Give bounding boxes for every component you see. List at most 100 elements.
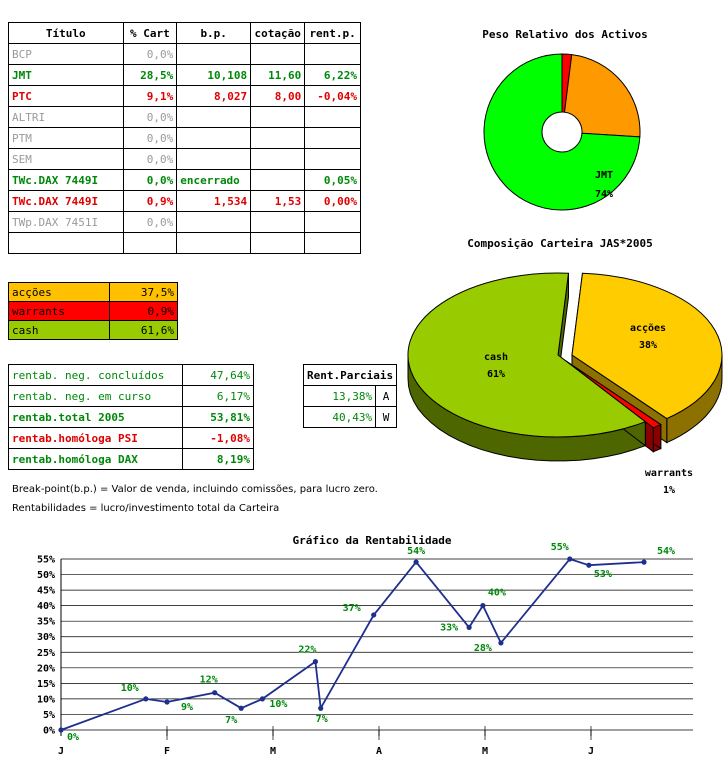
x-tick-label: M	[482, 746, 488, 757]
holding-titulo: PTM	[8, 127, 124, 149]
y-tick-label: 40%	[37, 601, 55, 612]
x-tick-label: F	[164, 746, 170, 757]
holding-cart	[122, 232, 178, 254]
data-point	[238, 705, 244, 711]
allocation-row: acções 37,5%	[7, 282, 178, 302]
donut-slice-ptc	[563, 54, 641, 138]
data-label: 55%	[551, 542, 569, 553]
return-row: rentab.homóloga DAX 8,19%	[8, 448, 254, 470]
x-tick-label: M	[270, 746, 276, 757]
holding-cart: 0,0%	[122, 127, 178, 149]
data-label: 33%	[440, 622, 458, 633]
holding-cart: 0,9%	[122, 190, 178, 212]
partial-header: Rent.Parciais	[302, 364, 398, 386]
pie3d-label-value: 1%	[663, 485, 675, 496]
holding-rent	[304, 43, 361, 65]
partial-returns-table: Rent.Parciais 13,38% A 40,43% W	[302, 364, 398, 428]
allocation-row: warrants 0,9%	[7, 301, 178, 321]
data-point	[413, 559, 419, 565]
holding-cotacao	[250, 211, 306, 233]
y-tick-label: 35%	[37, 617, 55, 628]
partial-value: 40,43%	[302, 406, 377, 428]
y-tick-label: 10%	[37, 694, 55, 705]
holding-rent: 0,05%	[304, 169, 361, 191]
data-point	[143, 696, 149, 702]
holding-rent	[304, 127, 361, 149]
allocation-value: 37,5%	[109, 282, 178, 302]
data-point	[567, 556, 573, 562]
holding-titulo: TWc.DAX 7449I	[8, 190, 124, 212]
data-point	[371, 612, 377, 618]
holding-bp	[176, 127, 252, 149]
data-label: 9%	[181, 702, 193, 713]
pie3d-label-name: acções	[630, 323, 666, 334]
holding-titulo: BCP	[8, 43, 124, 65]
return-value: -1,08%	[182, 427, 254, 449]
holding-titulo: PTC	[8, 85, 124, 107]
returns-table: rentab. neg. concluídos 47,64% rentab. neg…	[8, 364, 254, 470]
y-tick-label: 45%	[37, 586, 55, 597]
holding-titulo	[8, 232, 124, 254]
holding-cotacao: 8,00	[250, 85, 306, 107]
holding-rent	[304, 232, 361, 254]
data-point	[318, 705, 324, 711]
col-titulo: Título	[8, 22, 124, 44]
holding-cart: 0,0%	[122, 148, 178, 170]
holding-titulo: TWp.DAX 7451I	[8, 211, 124, 233]
partial-row: 13,38% A	[302, 385, 398, 407]
data-point	[586, 562, 592, 568]
holding-bp: 10,108	[176, 64, 252, 86]
y-tick-label: 55%	[37, 555, 55, 566]
holding-cotacao	[250, 169, 306, 191]
allocation-label: cash	[7, 320, 111, 340]
donut-slice-jmt	[483, 53, 641, 211]
y-tick-label: 0%	[43, 726, 55, 737]
col-rent: rent.p.	[304, 22, 361, 44]
pie3d-label-value: 61%	[487, 369, 505, 380]
partial-tag: A	[375, 385, 398, 407]
partial-row: 40,43% W	[302, 406, 398, 428]
y-tick-label: 15%	[37, 679, 55, 690]
holding-cotacao	[250, 232, 306, 254]
col-bp: b.p.	[176, 22, 252, 44]
holding-titulo: JMT	[8, 64, 124, 86]
chart-title-composicao: Composição Carteira JAS*2005	[467, 237, 652, 250]
holding-row: SEM 0,0%	[8, 148, 361, 170]
return-value: 8,19%	[182, 448, 254, 470]
return-row: rentab. neg. concluídos 47,64%	[8, 364, 254, 386]
return-row: rentab. neg. em curso 6,17%	[8, 385, 254, 407]
holding-bp	[176, 148, 252, 170]
donut-label-value: 74%	[595, 189, 613, 200]
data-point	[58, 727, 64, 733]
pie3d-label-name: cash	[484, 352, 508, 363]
return-value: 53,81%	[182, 406, 254, 428]
holding-row: PTM 0,0%	[8, 127, 361, 149]
holding-cart: 0,0%	[122, 211, 178, 233]
holding-cotacao: 1,53	[250, 190, 306, 212]
data-label: 7%	[316, 714, 328, 725]
holding-row: BCP 0,0%	[8, 43, 361, 65]
holding-bp: 8,027	[176, 85, 252, 107]
holding-cotacao	[250, 106, 306, 128]
chart-title-rentabilidade: Gráfico da Rentabilidade	[293, 534, 452, 547]
return-value: 47,64%	[182, 364, 254, 386]
y-tick-label: 25%	[37, 648, 55, 659]
y-tick-label: 30%	[37, 632, 55, 643]
pie3d-slice-warrants	[565, 360, 662, 429]
note-breakpoint: Break-point(b.p.) = Valor de venda, incl…	[12, 484, 378, 495]
allocation-value: 61,6%	[109, 320, 178, 340]
holding-bp	[176, 211, 252, 233]
holding-row: TWc.DAX 7449I 0,9% 1,534 1,53 0,00%	[8, 190, 361, 212]
data-label: 10%	[121, 683, 139, 694]
holding-bp	[176, 106, 252, 128]
holding-bp	[176, 43, 252, 65]
chart-composicao: Composição Carteira JAS*2005 acções 38% wa…	[407, 237, 723, 496]
holding-row	[8, 232, 361, 254]
allocation-row: cash 61,6%	[7, 320, 178, 340]
holding-cotacao	[250, 148, 306, 170]
holding-titulo: ALTRI	[8, 106, 124, 128]
data-point	[466, 624, 472, 630]
holding-bp: 1,534	[176, 190, 252, 212]
data-label: 54%	[657, 546, 675, 557]
holding-cart: 0,0%	[122, 106, 178, 128]
